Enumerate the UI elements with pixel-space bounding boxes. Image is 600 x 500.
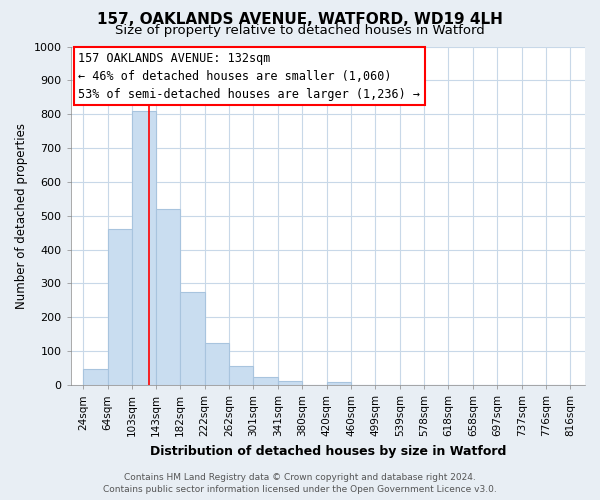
Bar: [131, 111, 156, 385]
Bar: [205, 342, 229, 385]
Bar: [83, 369, 107, 385]
Text: Size of property relative to detached houses in Watford: Size of property relative to detached ho…: [115, 24, 485, 37]
Text: 157 OAKLANDS AVENUE: 132sqm
← 46% of detached houses are smaller (1,060)
53% of : 157 OAKLANDS AVENUE: 132sqm ← 46% of det…: [78, 52, 420, 100]
Bar: [326, 382, 351, 385]
Bar: [156, 209, 180, 385]
Bar: [278, 380, 302, 385]
Bar: [180, 292, 205, 385]
Bar: [107, 230, 131, 385]
Bar: [229, 366, 253, 385]
Text: 157, OAKLANDS AVENUE, WATFORD, WD19 4LH: 157, OAKLANDS AVENUE, WATFORD, WD19 4LH: [97, 12, 503, 28]
X-axis label: Distribution of detached houses by size in Watford: Distribution of detached houses by size …: [149, 444, 506, 458]
Text: Contains HM Land Registry data © Crown copyright and database right 2024.
Contai: Contains HM Land Registry data © Crown c…: [103, 472, 497, 494]
Y-axis label: Number of detached properties: Number of detached properties: [15, 123, 28, 309]
Bar: [253, 376, 278, 385]
